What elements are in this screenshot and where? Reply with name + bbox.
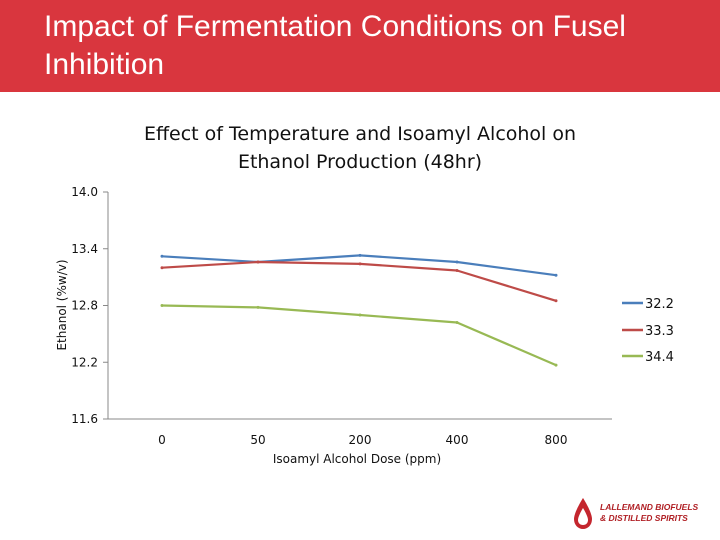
title-banner: Impact of Fermentation Conditions on Fus…: [0, 0, 720, 92]
y-tick-label: 11.6: [71, 412, 98, 426]
slide-title: Impact of Fermentation Conditions on Fus…: [44, 10, 626, 81]
x-tick-label: 400: [446, 433, 469, 447]
data-point: [455, 269, 459, 272]
data-point: [160, 304, 164, 307]
data-point: [160, 254, 164, 258]
y-tick-label: 14.0: [71, 185, 98, 199]
data-point: [358, 262, 362, 266]
series-line-32.2: [161, 254, 557, 277]
data-point: [455, 260, 459, 264]
y-axis-title: Ethanol (%w/v): [55, 259, 69, 350]
chart-title: Effect of Temperature and Isoamyl Alcoho…: [143, 123, 577, 173]
x-tick-label: 50: [250, 433, 265, 447]
x-tick-label: 800: [545, 433, 568, 447]
data-point: [554, 273, 558, 277]
x-tick-label: 0: [158, 433, 166, 447]
x-axis-title: Isoamyl Alcohol Dose (ppm): [273, 452, 441, 466]
y-tick-label: 13.4: [71, 242, 98, 256]
data-point: [455, 321, 459, 324]
y-tick-label: 12.2: [71, 355, 98, 369]
data-point: [256, 260, 260, 264]
y-tick-label: 12.8: [71, 299, 98, 313]
data-point: [554, 363, 558, 367]
logo-text-line2: & DISTILLED SPIRITS: [600, 513, 688, 523]
x-tick-label: 200: [349, 433, 372, 447]
data-point: [358, 313, 362, 317]
data-point: [358, 253, 362, 257]
data-point: [256, 305, 260, 309]
data-point: [554, 299, 558, 303]
data-point: [160, 266, 164, 270]
logo-text-line1: LALLEMAND BIOFUELS: [600, 502, 699, 512]
legend-label: 34.4: [645, 350, 674, 365]
company-logo: LALLEMAND BIOFUELS & DISTILLED SPIRITS: [570, 494, 710, 534]
drop-logo-icon: [574, 498, 592, 529]
legend-label: 33.3: [645, 324, 674, 339]
legend-label: 32.2: [645, 297, 674, 312]
